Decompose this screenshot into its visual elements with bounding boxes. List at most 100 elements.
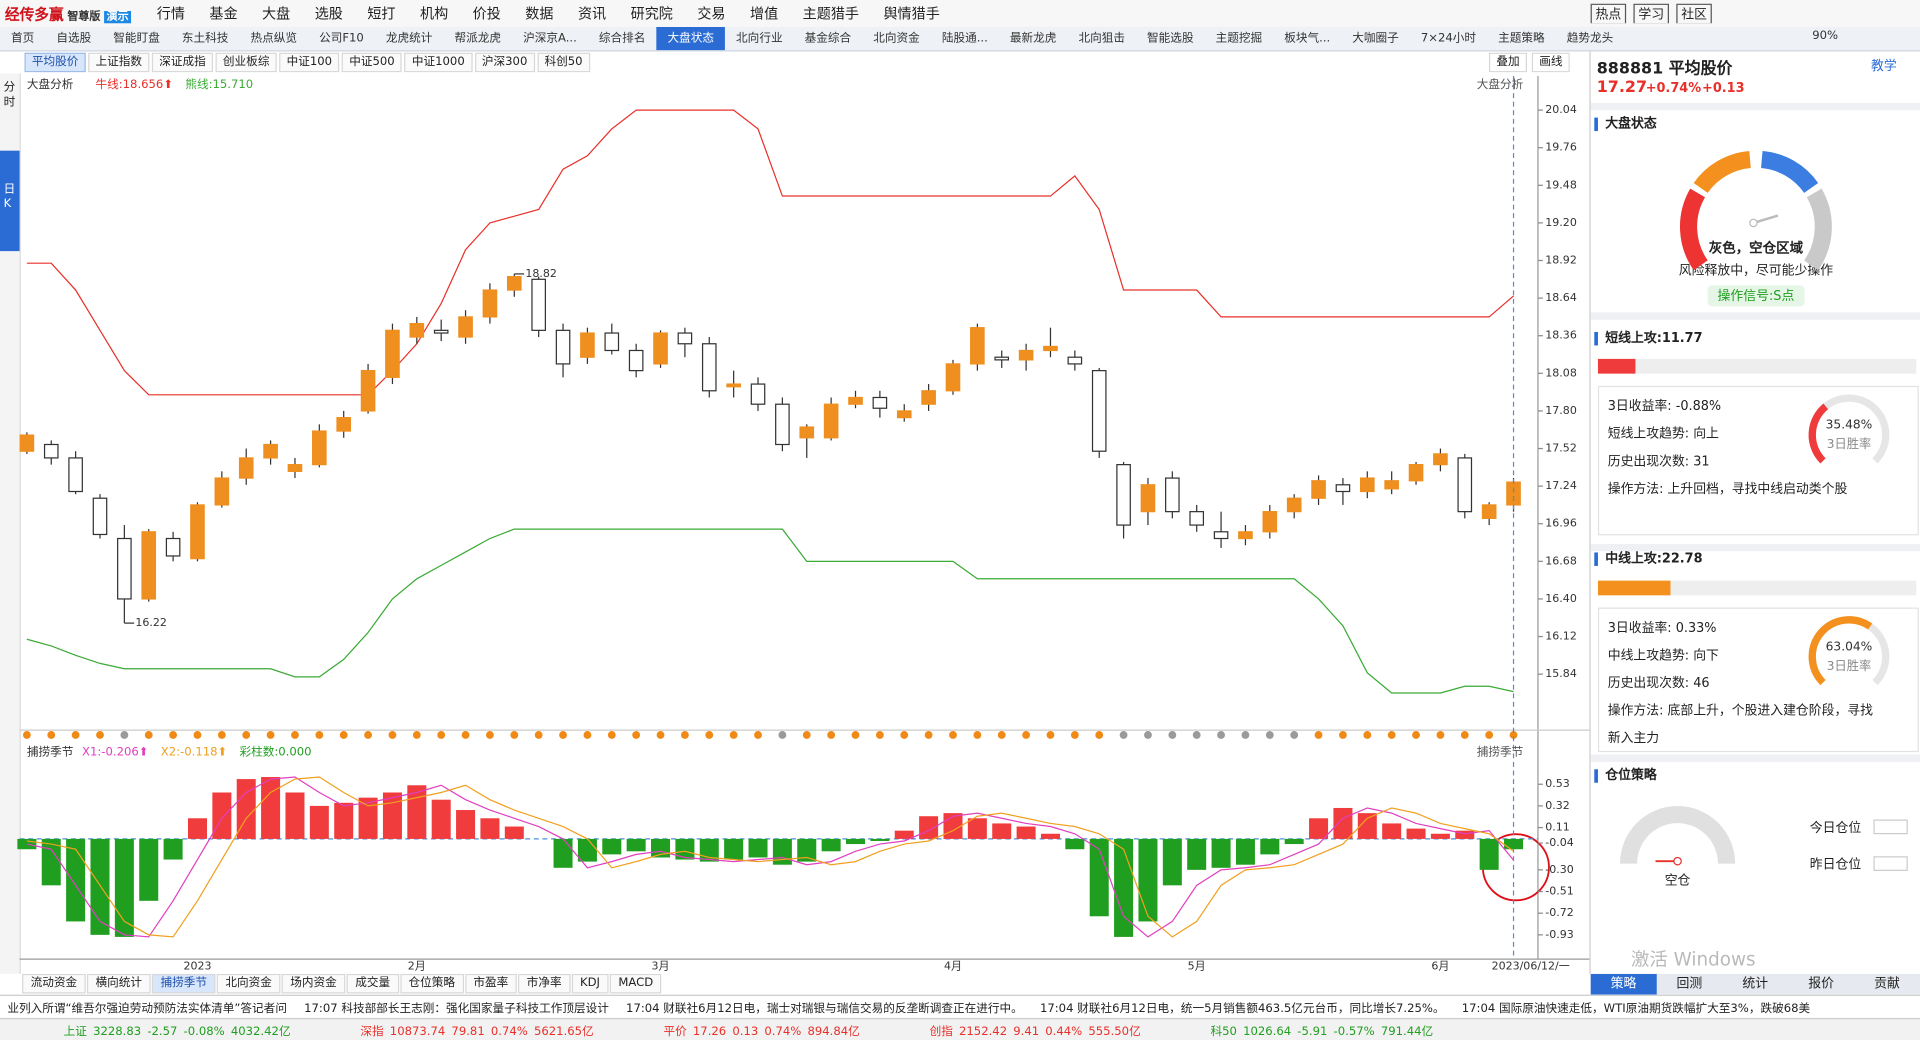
signal-dot bbox=[656, 731, 665, 739]
candle-body bbox=[19, 434, 35, 452]
histogram-bar bbox=[187, 818, 207, 839]
page-tab[interactable]: 板块气... bbox=[1284, 31, 1331, 46]
menu-item[interactable]: 增值 bbox=[750, 4, 779, 23]
histogram-bar bbox=[66, 838, 86, 922]
indicator-tab[interactable]: MACD bbox=[609, 973, 662, 994]
position-box bbox=[1873, 856, 1908, 871]
index-tools: 叠加 画线 bbox=[1484, 52, 1570, 73]
page-tab[interactable]: 智能选股 bbox=[1147, 31, 1194, 46]
signal-dot bbox=[1314, 731, 1323, 739]
top-bar: 经传多赢 智尊版 演示 行情 基金 大盘 选股 短打 机构 价投 数据 资讯 研究院 交易 增值 主题猎手 舆… bbox=[0, 0, 1920, 29]
index-tab[interactable]: 沪深300 bbox=[474, 52, 535, 73]
tool-button[interactable]: 画线 bbox=[1531, 52, 1570, 73]
menu-item[interactable]: 资讯 bbox=[577, 4, 607, 23]
page-tab[interactable]: 大咖圈子 bbox=[1352, 31, 1399, 46]
stat-row: 操作方法: 底部上升，个股进入建仓阶段，寻找 bbox=[1608, 703, 1873, 719]
page-tab[interactable]: 智能盯盘 bbox=[113, 31, 160, 46]
page-tab[interactable]: 公司F10 bbox=[319, 31, 364, 46]
page-tab[interactable]: 7×24小时 bbox=[1420, 31, 1477, 46]
page-tab[interactable]: 趋势龙头 bbox=[1566, 31, 1614, 46]
indicator-tab[interactable]: 场内资金 bbox=[281, 973, 346, 994]
quick-link[interactable]: 热点 bbox=[1590, 3, 1627, 24]
index-tab[interactable]: 中证1000 bbox=[404, 52, 473, 73]
page-tab[interactable]: 北向行业 bbox=[736, 31, 783, 46]
page-tab[interactable]: 主题策略 bbox=[1498, 31, 1545, 46]
panel-tab[interactable]: 回测 bbox=[1676, 976, 1703, 992]
panel-tab[interactable]: 策略 bbox=[1590, 973, 1657, 995]
menu-item[interactable]: 选股 bbox=[314, 4, 343, 23]
signal-dot bbox=[559, 731, 567, 739]
page-tab[interactable]: 龙虎统计 bbox=[385, 31, 433, 46]
signal-dot bbox=[47, 731, 56, 739]
menu-item[interactable]: 研究院 bbox=[630, 4, 673, 23]
quick-link[interactable]: 学习 bbox=[1633, 3, 1669, 24]
edition: 智尊版 bbox=[67, 11, 101, 24]
candle-body bbox=[1043, 345, 1058, 352]
indicator-tab[interactable]: 市盈率 bbox=[464, 973, 517, 994]
page-tab[interactable]: 东土科技 bbox=[181, 31, 229, 46]
index-tab[interactable]: 深证成指 bbox=[151, 52, 214, 73]
indicator-tab[interactable]: 捕捞季节 bbox=[151, 973, 216, 994]
side-tab[interactable]: 分时 bbox=[3, 80, 16, 110]
index-tab[interactable]: 平均股价 bbox=[24, 52, 86, 73]
side-tab-active[interactable]: 日K bbox=[0, 150, 20, 252]
signal-dot bbox=[1265, 731, 1274, 739]
page-tab[interactable]: 主题挖掘 bbox=[1215, 31, 1263, 46]
page-tab[interactable]: 自选股 bbox=[56, 31, 92, 46]
panel-tab[interactable]: 统计 bbox=[1742, 976, 1769, 992]
menu-item[interactable]: 价投 bbox=[472, 4, 501, 23]
panel-tab[interactable]: 贡献 bbox=[1874, 976, 1900, 992]
zoom[interactable]: 90% bbox=[1812, 29, 1839, 43]
panel-tab[interactable]: 报价 bbox=[1808, 976, 1835, 992]
menu-item[interactable]: 交易 bbox=[697, 4, 726, 23]
page-tab[interactable]: 综合排名 bbox=[598, 31, 646, 46]
candle-body bbox=[336, 417, 352, 432]
indicator-tab[interactable]: 横向统计 bbox=[86, 973, 151, 994]
candle-body bbox=[1067, 356, 1083, 365]
histogram-bar bbox=[870, 838, 890, 841]
indicator-tab[interactable]: 成交量 bbox=[346, 973, 399, 994]
tool-button[interactable]: 叠加 bbox=[1488, 52, 1527, 73]
index-tab[interactable]: 创业板综 bbox=[215, 52, 277, 73]
index-tab[interactable]: 科创50 bbox=[537, 52, 590, 73]
stat-row: 中线上攻趋势: 向下 bbox=[1608, 647, 1719, 663]
menu-item[interactable]: 数据 bbox=[525, 4, 554, 23]
page-tab[interactable]: 北向资金 bbox=[873, 31, 920, 46]
menu-item[interactable]: 大盘 bbox=[262, 4, 291, 23]
status-field: 0.74% bbox=[764, 1025, 802, 1039]
page-tab[interactable]: 热点纵览 bbox=[250, 31, 298, 46]
menu-item[interactable]: 行情 bbox=[156, 4, 185, 23]
y-tick-label: 19.20 bbox=[1545, 216, 1577, 229]
win-rate: 63.04% bbox=[1826, 639, 1873, 653]
page-tab[interactable]: 最新龙虎 bbox=[1009, 31, 1057, 46]
page-tab[interactable]: 帮派龙虎 bbox=[454, 31, 502, 46]
indicator-tab[interactable]: 流动资金 bbox=[22, 973, 86, 994]
news-item: 17:07 科技部部长王志刚：强化国家量子科技工作顶层设计 bbox=[304, 1002, 609, 1016]
quick-link[interactable]: 社区 bbox=[1676, 3, 1712, 24]
histogram-bar bbox=[1260, 838, 1280, 855]
candle-body bbox=[750, 383, 766, 405]
indicator-tab[interactable]: 北向资金 bbox=[216, 973, 281, 994]
page-tab[interactable]: 陆股通... bbox=[941, 31, 988, 46]
indicator-tab[interactable]: KDJ bbox=[571, 973, 609, 994]
menu-item[interactable]: 基金 bbox=[209, 4, 238, 23]
page-tab[interactable]: 首页 bbox=[11, 31, 35, 46]
page-tab[interactable]: 北向狙击 bbox=[1078, 31, 1126, 46]
menu-item[interactable]: 机构 bbox=[420, 4, 449, 23]
page-tab[interactable]: 大盘状态 bbox=[656, 26, 726, 51]
teach-link[interactable]: 教学 bbox=[1871, 58, 1897, 74]
indicator-tab[interactable]: 仓位策略 bbox=[399, 973, 464, 994]
index-tab[interactable]: 中证500 bbox=[341, 52, 403, 73]
menu-item[interactable]: 舆情猎手 bbox=[883, 4, 940, 23]
indicator-tab[interactable]: 市净率 bbox=[518, 973, 571, 994]
menu-item[interactable]: 短打 bbox=[367, 4, 396, 23]
index-tab[interactable]: 中证100 bbox=[279, 52, 340, 73]
status-field: 科50 bbox=[1210, 1025, 1237, 1039]
y-tick-label: 16.96 bbox=[1545, 517, 1577, 530]
signal-dot bbox=[607, 731, 616, 739]
menu-item[interactable]: 主题猎手 bbox=[802, 4, 859, 23]
page-tab[interactable]: 沪深京A... bbox=[523, 31, 577, 46]
page-tab[interactable]: 基金综合 bbox=[804, 31, 852, 46]
index-tab[interactable]: 上证指数 bbox=[88, 52, 150, 73]
y-tick-label: 0.32 bbox=[1545, 799, 1570, 812]
